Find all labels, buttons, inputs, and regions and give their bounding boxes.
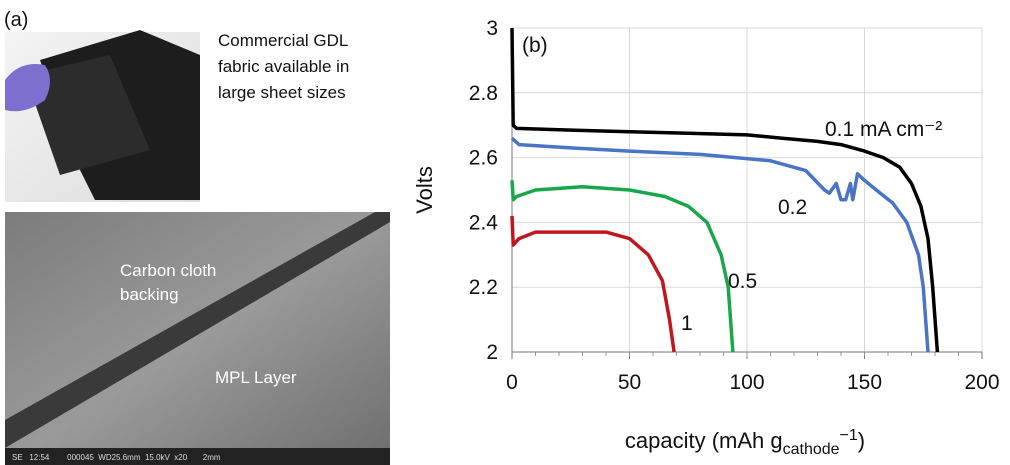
x-axis-label-part: ) <box>858 428 865 453</box>
caption: Commercial GDL <box>218 31 348 50</box>
series-label: 0.5 <box>728 270 757 293</box>
sem-footer: SE 12:54 000045 WD25.6mm 15.0kV x20 2mm <box>12 453 221 462</box>
series-label: 0.1 mA cm⁻² <box>825 118 942 141</box>
sem-label: MPL Layer <box>215 368 297 387</box>
data-line <box>512 180 733 352</box>
y-tick-label: 2.4 <box>469 211 499 234</box>
x-tick-label: 0 <box>506 371 518 394</box>
x-tick-label: 100 <box>729 371 764 394</box>
x-axis-label-part: capacity (mAh g <box>625 428 783 453</box>
panel-label: (b) <box>522 34 548 57</box>
figure: (a) Commercial GDL fabric available in l… <box>0 0 1010 465</box>
sem-image <box>5 212 390 465</box>
data-line <box>512 138 928 352</box>
x-axis-label-part: cathode <box>783 441 840 458</box>
series-label: 0.2 <box>778 196 807 219</box>
series-label: 1 <box>681 312 693 335</box>
data-line <box>512 216 674 352</box>
x-tick-label: 200 <box>964 371 999 394</box>
chart: 0 50 100 150 200 2 2.2 2.4 2.6 2.8 3 (b) Volts capaci… <box>412 17 1000 458</box>
x-tick-label: 150 <box>847 371 882 394</box>
sem-label: Carbon cloth <box>120 261 216 280</box>
sem-label: backing <box>120 285 179 304</box>
gdl-photo <box>5 30 200 202</box>
y-tick-label: 2 <box>486 341 498 364</box>
x-axis-label-part: −1 <box>840 427 858 444</box>
x-tick-label: 50 <box>618 371 641 394</box>
y-tick-label: 2.8 <box>469 82 498 105</box>
y-axis-label: Volts <box>412 166 437 214</box>
y-tick-label: 3 <box>486 17 498 40</box>
y-tick-label: 2.6 <box>469 147 498 170</box>
y-tick-label: 2.2 <box>469 276 498 299</box>
panel-label: (a) <box>4 9 28 31</box>
caption: large sheet sizes <box>218 83 346 102</box>
caption: fabric available in <box>218 57 349 76</box>
x-axis-label: capacity (mAh gcathode−1) <box>625 427 865 458</box>
